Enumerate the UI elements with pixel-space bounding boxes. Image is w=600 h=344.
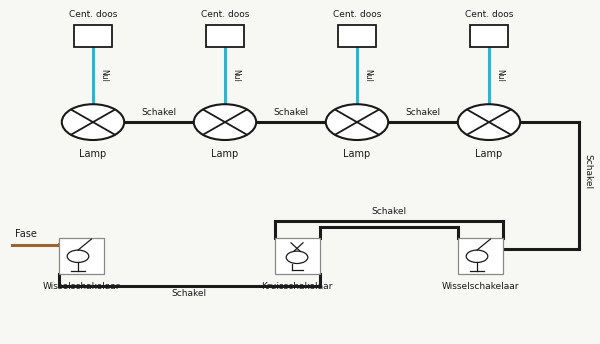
Bar — [59, 238, 104, 275]
Text: Nul: Nul — [496, 69, 505, 82]
Text: Schakel: Schakel — [172, 289, 206, 298]
Text: Cent. doos: Cent. doos — [69, 10, 117, 19]
Text: Nul: Nul — [232, 69, 241, 82]
Text: Schakel: Schakel — [583, 154, 592, 190]
Text: Kruisschakelaar: Kruisschakelaar — [262, 282, 332, 291]
Text: Cent. doos: Cent. doos — [333, 10, 381, 19]
Text: Nul: Nul — [364, 69, 373, 82]
Text: Cent. doos: Cent. doos — [201, 10, 249, 19]
Text: Fase: Fase — [15, 229, 37, 239]
Circle shape — [194, 104, 256, 140]
Text: Schakel: Schakel — [142, 108, 176, 117]
Text: Schakel: Schakel — [274, 108, 308, 117]
Text: Schakel: Schakel — [406, 108, 440, 117]
Bar — [458, 238, 503, 275]
Circle shape — [326, 104, 388, 140]
Text: Wisselschakelaar: Wisselschakelaar — [441, 282, 519, 291]
Text: Schakel: Schakel — [371, 207, 406, 216]
Bar — [338, 25, 376, 47]
Bar — [470, 25, 508, 47]
Text: Lamp: Lamp — [211, 149, 239, 159]
Text: Lamp: Lamp — [475, 149, 503, 159]
Text: Lamp: Lamp — [343, 149, 371, 159]
Bar — [275, 238, 320, 275]
Text: Cent. doos: Cent. doos — [465, 10, 513, 19]
Circle shape — [458, 104, 520, 140]
Bar — [74, 25, 112, 47]
Text: Lamp: Lamp — [79, 149, 107, 159]
Circle shape — [62, 104, 124, 140]
Text: Wisselschakelaar: Wisselschakelaar — [42, 282, 120, 291]
Text: Nul: Nul — [100, 69, 109, 82]
Bar — [206, 25, 244, 47]
